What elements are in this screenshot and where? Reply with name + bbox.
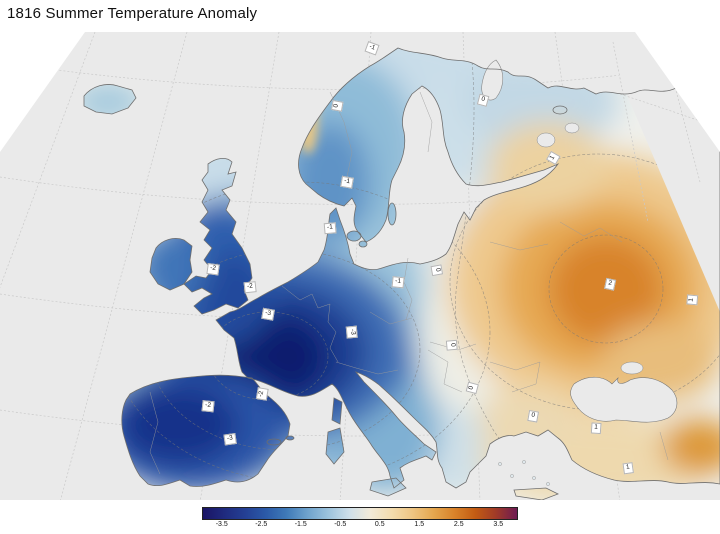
colorbar-ticks: -3.5 -2.5 -1.5 -0.5 0.5 1.5 2.5 3.5 (202, 520, 518, 530)
country-borders (149, 91, 669, 475)
sea-of-azov (620, 361, 644, 375)
colorbar-tick-label: -3.5 (215, 521, 228, 528)
lake-ladoga (536, 132, 556, 148)
colorbar-tick-label: -0.5 (334, 521, 347, 528)
colorbar-tick-label: -1.5 (294, 521, 307, 528)
colorbar-tick-label: 3.5 (493, 521, 504, 528)
europe-anomaly-map (0, 32, 720, 500)
colorbar: -3.5 -2.5 -1.5 -0.5 0.5 1.5 2.5 3.5 (202, 507, 518, 533)
colorbar-tick-label: 1.5 (414, 521, 425, 528)
colorbar-gradient (202, 507, 518, 520)
colorbar-tick-label: 0.5 (374, 521, 385, 528)
lake-onega (564, 122, 580, 134)
black-sea (570, 376, 678, 423)
inland-seas (481, 59, 678, 423)
chart-title: 1816 Summer Temperature Anomaly (7, 5, 258, 22)
coastlines (83, 47, 720, 500)
colorbar-tick-label: -2.5 (255, 521, 268, 528)
projection-corner-masks (0, 32, 720, 152)
map-area: -1 0 0 1 -1 -1 -2 -2 -1 0 -3 -3 -2 -2 -3 0 0 0 1 1 2 1 (0, 32, 720, 500)
colorbar-tick-label: 2.5 (453, 521, 464, 528)
